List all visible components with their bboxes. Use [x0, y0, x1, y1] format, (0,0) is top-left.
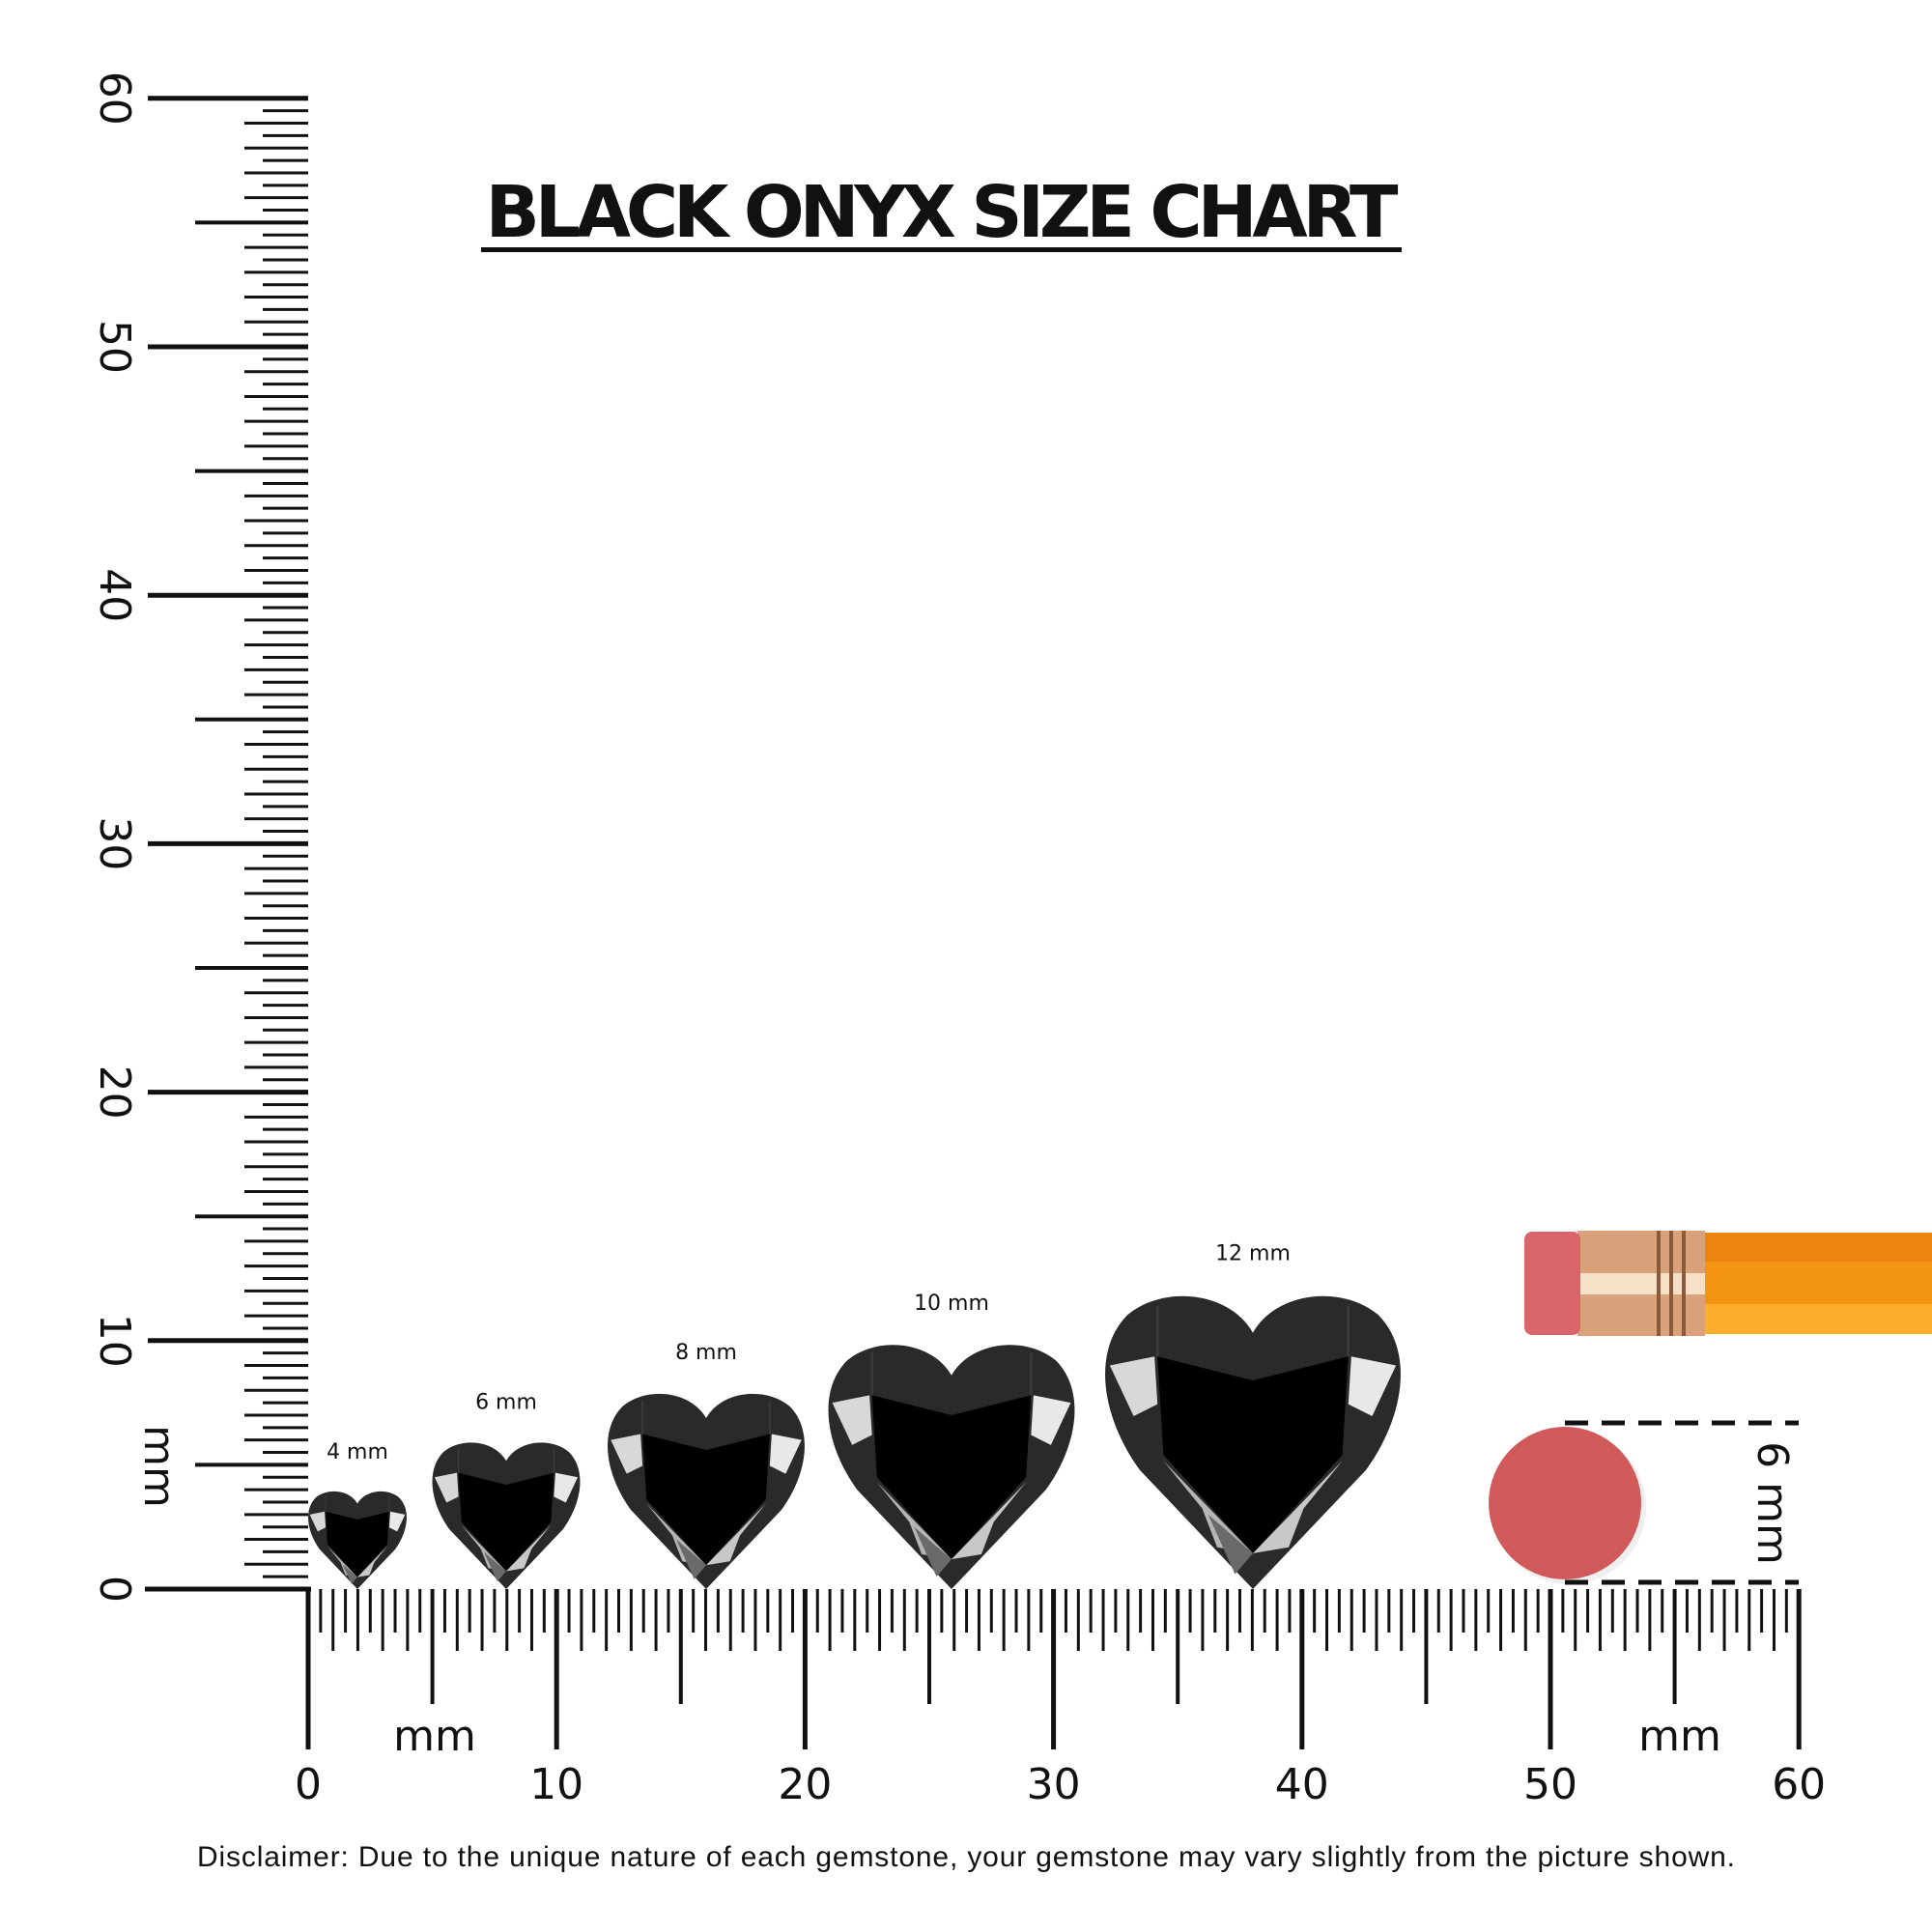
horizontal-tick-label: 0	[295, 1760, 322, 1809]
vertical-unit-label: mm	[134, 1425, 184, 1508]
heart-stone-8mm	[608, 1393, 805, 1589]
ferrule-shine	[1577, 1273, 1705, 1294]
stone-size-label: 6 mm	[475, 1391, 537, 1415]
ferrule-ring	[1682, 1231, 1686, 1336]
ferrule-ring	[1657, 1231, 1661, 1336]
disclaimer: Disclaimer: Due to the unique nature of …	[197, 1841, 1735, 1873]
vertical-tick-label: 0	[90, 1576, 139, 1603]
pencil-image	[1524, 1231, 1932, 1336]
title-underline	[481, 247, 1402, 252]
stone-size-label: 4 mm	[327, 1440, 388, 1464]
pencil-eraser	[1524, 1232, 1580, 1335]
pencil-highlight	[1704, 1304, 1932, 1334]
horizontal-tick-label: 40	[1275, 1760, 1329, 1809]
horizontal-ruler: 0 10 20 30 40 50 60	[145, 1586, 1826, 1809]
eraser-reference-circle	[1489, 1427, 1641, 1579]
vertical-tick-label: 20	[90, 1065, 139, 1120]
vertical-tick-label: 50	[90, 320, 139, 374]
stone-size-label: 12 mm	[1215, 1241, 1291, 1265]
heart-stone-10mm	[828, 1345, 1075, 1589]
stone-size-label: 10 mm	[914, 1292, 989, 1316]
horizontal-unit-label-left: mm	[393, 1712, 476, 1761]
stones: 4 mm 6 mm 8 mm 10 mm 12 mm	[308, 1241, 1401, 1589]
horizontal-tick-label: 50	[1523, 1760, 1577, 1809]
reference-size-label: 6 mm	[1747, 1441, 1797, 1565]
vertical-tick-label: 10	[90, 1314, 139, 1368]
horizontal-tick-label: 20	[778, 1760, 832, 1809]
heart-stone-6mm	[432, 1442, 581, 1589]
chart-title: BLACK ONYX SIZE CHART	[486, 171, 1400, 254]
horizontal-tick-label: 60	[1772, 1760, 1826, 1809]
vertical-ruler: 0 10 20 30 40 50 60	[90, 71, 308, 1603]
horizontal-unit-label-right: mm	[1638, 1712, 1721, 1761]
ferrule-ring	[1669, 1231, 1673, 1336]
vertical-tick-label: 60	[90, 71, 139, 126]
stone-size-label: 8 mm	[675, 1341, 737, 1365]
heart-stone-12mm	[1105, 1295, 1401, 1589]
vertical-tick-label: 40	[90, 568, 139, 622]
horizontal-tick-label: 10	[529, 1760, 583, 1809]
heart-stone-4mm	[308, 1491, 407, 1589]
horizontal-tick-label: 30	[1027, 1760, 1081, 1809]
pencil-shade	[1704, 1233, 1932, 1262]
vertical-tick-label: 30	[90, 816, 139, 870]
